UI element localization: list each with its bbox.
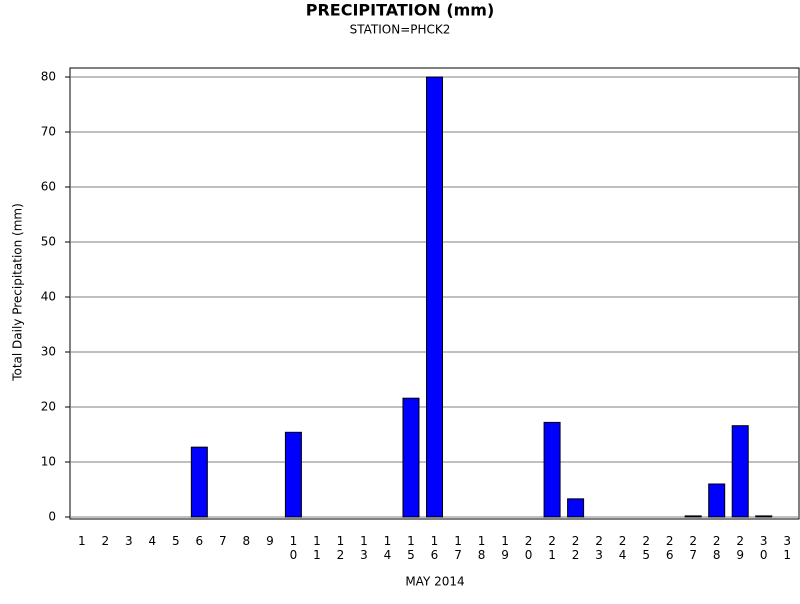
bar bbox=[755, 515, 773, 518]
y-tick-label: 20 bbox=[41, 400, 56, 414]
bar bbox=[731, 425, 749, 518]
y-tick-label: 30 bbox=[41, 345, 56, 359]
x-tick-label: 2 bbox=[101, 534, 109, 548]
y-axis-label: Total Daily Precipitation (mm) bbox=[11, 203, 25, 382]
bar bbox=[684, 515, 702, 518]
bar bbox=[567, 498, 585, 518]
x-tick-label: 6 bbox=[196, 534, 204, 548]
x-tick-label: 4 bbox=[148, 534, 156, 548]
y-tick-label: 40 bbox=[41, 290, 56, 304]
x-tick-label: 5 bbox=[172, 534, 180, 548]
y-tick-label: 0 bbox=[48, 510, 56, 524]
plot-frame bbox=[69, 67, 800, 520]
bar bbox=[708, 483, 726, 518]
x-tick-label: 9 bbox=[266, 534, 274, 548]
bar bbox=[190, 446, 208, 518]
bar bbox=[402, 397, 420, 518]
chart-subtitle: STATION=PHCK2 bbox=[350, 23, 451, 37]
y-tick-label: 10 bbox=[41, 455, 56, 469]
bar bbox=[426, 76, 443, 518]
y-tick-label: 80 bbox=[41, 70, 56, 84]
bar bbox=[543, 421, 561, 518]
x-tick-label: 7 bbox=[219, 534, 227, 548]
y-tick-label: 70 bbox=[41, 125, 56, 139]
y-tick-label: 50 bbox=[41, 235, 56, 249]
x-tick-label: 3 bbox=[125, 534, 133, 548]
x-tick-label: 8 bbox=[243, 534, 251, 548]
chart-title: PRECIPITATION (mm) bbox=[306, 1, 495, 20]
x-axis-label: MAY 2014 bbox=[405, 575, 464, 589]
bar bbox=[284, 431, 302, 518]
x-tick-label: 1 bbox=[78, 534, 86, 548]
y-tick-label: 60 bbox=[41, 180, 56, 194]
